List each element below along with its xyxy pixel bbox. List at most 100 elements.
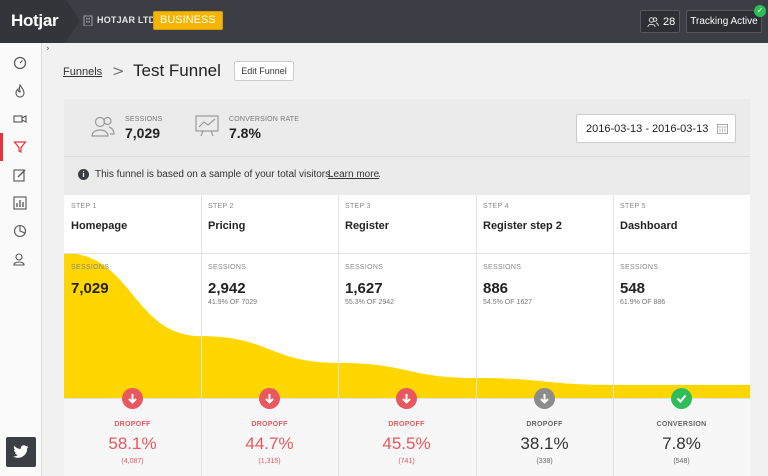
nav-polls[interactable] xyxy=(0,217,42,245)
breadcrumb-funnels-link[interactable]: Funnels xyxy=(63,66,103,78)
outcome-row xyxy=(64,398,750,476)
calendar-icon xyxy=(717,124,728,134)
dropoff-badge[interactable] xyxy=(396,388,417,409)
plan-badge[interactable]: BUSINESS xyxy=(153,11,223,30)
top-bar: Hotjar HOTJAR LTD BUSINESS 28 Tracking A… xyxy=(0,0,768,43)
page-title: Test Funnel xyxy=(133,61,221,80)
info-period: . xyxy=(378,169,381,180)
heatmap-icon xyxy=(15,84,25,98)
step-name: Dashboard xyxy=(620,220,678,232)
outcome-count: (338) xyxy=(536,458,553,465)
step-sessions-value: 548 xyxy=(620,280,646,297)
arrow-down-icon xyxy=(128,394,137,404)
step-number: STEP 3 xyxy=(345,203,371,210)
collapse-sidebar-toggle[interactable]: › xyxy=(46,44,50,54)
edit-funnel-button[interactable]: Edit Funnel xyxy=(234,61,294,81)
sessions-label: SESSIONS xyxy=(125,116,163,123)
users-icon xyxy=(647,17,659,28)
nav-stats[interactable] xyxy=(0,189,42,217)
twitter-button[interactable] xyxy=(6,437,36,467)
logo-area[interactable]: Hotjar xyxy=(0,0,80,43)
recording-icon xyxy=(13,115,27,123)
step-sessions-share: 54.5% OF 1627 xyxy=(483,299,533,306)
arrow-down-icon xyxy=(540,394,549,404)
sample-info-text: This funnel is based on a sample of your… xyxy=(95,169,333,180)
users-button[interactable]: 28 xyxy=(640,10,680,33)
nav-heatmaps[interactable] xyxy=(0,77,42,105)
sidebar xyxy=(0,43,42,476)
outcome-count: (1,315) xyxy=(258,458,281,465)
step-sessions-label: SESSIONS xyxy=(345,264,384,271)
column-divider xyxy=(613,195,614,476)
arrow-down-icon xyxy=(265,394,274,404)
step-sessions-share: 55.3% OF 2942 xyxy=(345,299,395,306)
nav-forms[interactable] xyxy=(0,161,42,189)
step-sessions-label: SESSIONS xyxy=(483,264,522,271)
arrow-down-icon xyxy=(402,394,411,404)
sessions-total: 7,029 xyxy=(125,125,161,141)
panel-divider xyxy=(64,156,750,157)
outcome-count: (4,087) xyxy=(121,458,144,465)
nav-funnels[interactable] xyxy=(0,133,42,161)
outcome-rate: 44.7% xyxy=(245,434,294,453)
step-sessions-label: SESSIONS xyxy=(208,264,247,271)
date-range-picker[interactable]: 2016-03-13 - 2016-03-13 xyxy=(576,114,736,143)
check-icon xyxy=(676,394,687,403)
recruit-icon xyxy=(13,253,25,266)
nav-recordings[interactable] xyxy=(0,105,42,133)
outcome-label: DROPOFF xyxy=(251,421,288,428)
info-icon: i xyxy=(78,169,89,180)
nav-dashboard[interactable] xyxy=(0,49,42,77)
learn-more-link[interactable]: Learn more xyxy=(328,169,380,180)
step-number: STEP 4 xyxy=(483,203,509,210)
poll-icon xyxy=(13,224,27,238)
step-number: STEP 1 xyxy=(71,203,97,210)
form-icon xyxy=(13,169,26,182)
row-divider xyxy=(64,253,750,254)
outcome-label: DROPOFF xyxy=(114,421,151,428)
outcome-rate: 7.8% xyxy=(662,434,701,453)
conversion-rate-value: 7.8% xyxy=(229,125,261,141)
conversion-rate-label: CONVERSION RATE xyxy=(229,116,300,123)
outcome-rate: 58.1% xyxy=(108,434,157,453)
column-divider xyxy=(338,195,339,476)
twitter-icon xyxy=(13,445,29,458)
outcome-label: DROPOFF xyxy=(388,421,425,428)
tracking-status-label: Tracking Active xyxy=(690,16,758,27)
step-name: Register step 2 xyxy=(483,220,562,232)
outcome-count: (741) xyxy=(398,458,415,465)
breadcrumb-separator: > xyxy=(112,62,125,80)
tracking-status-button[interactable]: Tracking Active ✓ xyxy=(686,5,766,33)
date-range-value: 2016-03-13 - 2016-03-13 xyxy=(586,123,709,135)
users-count: 28 xyxy=(663,16,676,28)
conversion-badge[interactable] xyxy=(671,388,692,409)
nav-recruiters[interactable] xyxy=(0,245,42,273)
step-number: STEP 5 xyxy=(620,203,646,210)
outcome-label: CONVERSION xyxy=(656,421,707,428)
step-sessions-value: 886 xyxy=(483,280,509,297)
step-number: STEP 2 xyxy=(208,203,234,210)
step-name: Homepage xyxy=(71,220,128,232)
step-sessions-value: 2,942 xyxy=(208,280,246,297)
outcome-count: (548) xyxy=(673,458,690,465)
outcome-rate: 45.5% xyxy=(382,434,431,453)
stats-icon xyxy=(13,196,27,210)
funnel-area xyxy=(64,253,750,399)
step-sessions-label: SESSIONS xyxy=(71,264,110,271)
dropoff-badge[interactable] xyxy=(259,388,280,409)
step-sessions-label: SESSIONS xyxy=(620,264,659,271)
outcome-rate: 38.1% xyxy=(520,434,569,453)
dropoff-badge[interactable] xyxy=(534,388,555,409)
hotjar-logo[interactable]: Hotjar xyxy=(11,11,59,30)
step-sessions-value: 7,029 xyxy=(71,280,109,297)
step-sessions-share: 61.9% OF 886 xyxy=(620,299,666,306)
dashboard-icon xyxy=(13,56,27,70)
step-sessions-value: 1,627 xyxy=(345,280,383,297)
column-divider xyxy=(201,195,202,476)
step-name: Register xyxy=(345,220,390,232)
check-icon: ✓ xyxy=(754,5,766,17)
outcome-label: DROPOFF xyxy=(526,421,563,428)
funnel-area-chart xyxy=(64,253,750,399)
dropoff-badge[interactable] xyxy=(122,388,143,409)
org-name[interactable]: HOTJAR LTD xyxy=(97,15,156,25)
